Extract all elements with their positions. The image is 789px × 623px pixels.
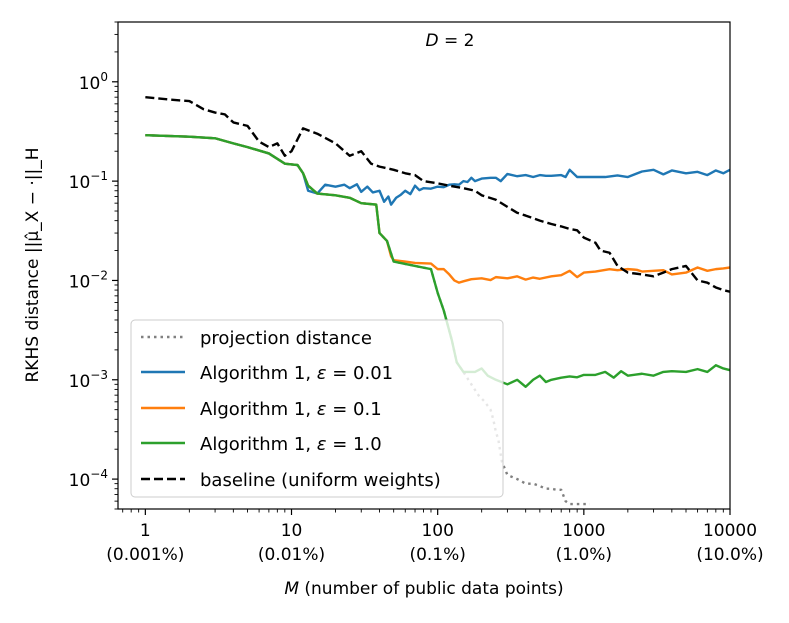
legend-label-eps-0-1: Algorithm 1, ε = 0.1 xyxy=(200,399,382,420)
axes-frame xyxy=(117,21,731,510)
y-tick-label-base-2: 10 xyxy=(69,272,91,292)
x-tick-sublabel-2: (0.1%) xyxy=(409,545,465,565)
chart-title: D = 2 xyxy=(426,31,475,51)
legend-label-eps-0-1-rest: = 0.1 xyxy=(327,399,382,420)
legend-entry-eps-0-1: Algorithm 1, ε = 0.1 xyxy=(141,399,382,420)
x-tick-sublabel-1: (0.01%) xyxy=(258,545,325,565)
y-axis-label: RKHS distance ||μ̂_X − ·||_H xyxy=(23,148,43,383)
x-tick-label-1: 10 xyxy=(281,521,303,541)
legend: projection distance Algorithm 1, ε = 0.0… xyxy=(130,319,504,498)
legend-label-baseline: baseline (uniform weights) xyxy=(200,470,441,491)
legend-label-eps-0-01-text: Algorithm 1, xyxy=(200,363,317,384)
series-line-1-algorithm-1-eps-0-01 xyxy=(145,134,730,206)
legend-label-eps-1-0-var: ε xyxy=(317,434,327,455)
y-tick-label-3: 10−3 xyxy=(69,368,108,392)
legend-label-eps-0-1-text: Algorithm 1, xyxy=(200,399,317,420)
y-tick-label-4: 10−4 xyxy=(69,467,108,491)
x-tick-sublabel-0: (0.001%) xyxy=(106,545,184,565)
x-axis-label-var: M xyxy=(284,579,299,599)
legend-label-eps-0-01-rest: = 0.01 xyxy=(327,363,394,384)
legend-label-eps-0-01-var: ε xyxy=(317,363,327,384)
y-tick-label-base-0: 10 xyxy=(79,74,101,94)
legend-entry-projection: projection distance xyxy=(141,328,372,349)
chart-title-var: D xyxy=(426,31,439,51)
y-tick-label-exp-3: −3 xyxy=(90,368,108,382)
legend-entry-eps-1-0: Algorithm 1, ε = 1.0 xyxy=(141,434,382,455)
legend-label-eps-1-0-text: Algorithm 1, xyxy=(200,434,317,455)
legend-entry-baseline: baseline (uniform weights) xyxy=(141,470,441,491)
y-tick-label-0: 100 xyxy=(79,70,108,94)
legend-box xyxy=(130,319,504,498)
y-tick-label-exp-4: −4 xyxy=(90,467,108,481)
x-tick-label-0: 1 xyxy=(140,521,151,541)
y-tick-label-2: 10−2 xyxy=(69,268,108,292)
x-axis-label-rest: (number of public data points) xyxy=(299,579,564,599)
legend-label-eps-1-0: Algorithm 1, ε = 1.0 xyxy=(200,434,382,455)
y-tick-label-exp-2: −2 xyxy=(90,268,108,282)
tick-layer: 1(0.001%)10(0.01%)100(0.1%)1000(1.0%)100… xyxy=(69,21,764,565)
legend-label-eps-1-0-rest: = 1.0 xyxy=(327,434,382,455)
x-tick-sublabel-3: (1.0%) xyxy=(556,545,612,565)
x-tick-sublabel-4: (10.0%) xyxy=(696,545,763,565)
chart-title-rest: = 2 xyxy=(439,31,475,51)
x-tick-label-4: 10000 xyxy=(703,521,757,541)
x-tick-label-2: 100 xyxy=(421,521,453,541)
series-line-4-baseline-uniform-weights xyxy=(145,95,730,293)
y-tick-label-1: 10−1 xyxy=(69,169,108,193)
legend-label-projection: projection distance xyxy=(200,328,372,349)
legend-label-eps-0-01: Algorithm 1, ε = 0.01 xyxy=(200,363,393,384)
y-tick-label-base-1: 10 xyxy=(69,173,91,193)
y-tick-label-exp-1: −1 xyxy=(90,169,108,183)
y-tick-label-exp-0: 0 xyxy=(100,70,108,84)
legend-label-eps-0-1-var: ε xyxy=(317,399,327,420)
y-tick-label-base-4: 10 xyxy=(69,471,91,491)
legend-entry-eps-0-01: Algorithm 1, ε = 0.01 xyxy=(141,363,393,384)
x-axis-label: M (number of public data points) xyxy=(284,579,563,599)
x-tick-label-3: 1000 xyxy=(562,521,605,541)
y-tick-label-base-3: 10 xyxy=(69,372,91,392)
